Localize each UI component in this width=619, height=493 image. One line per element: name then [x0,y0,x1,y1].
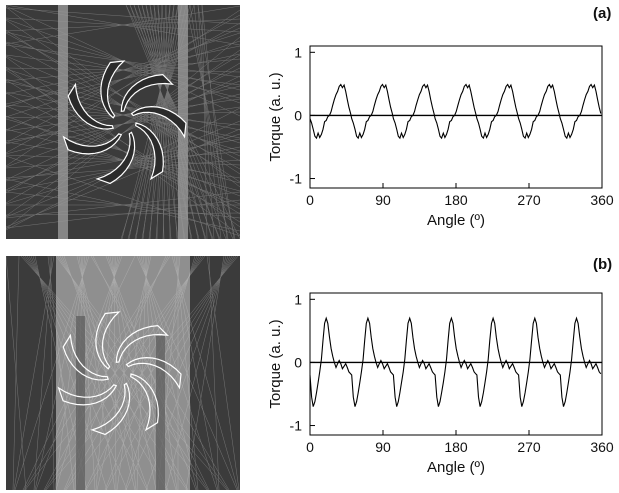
x-tick-label: 180 [444,192,468,208]
rotor-blade [95,311,121,370]
rotor-blade [62,333,110,381]
torque-series-line [309,83,602,140]
rotor-blade [100,60,126,119]
torque-series-line [309,316,602,407]
x-tick-label: 90 [375,439,391,455]
ray-simulation-image-a [6,5,240,239]
rotor-blade [130,373,159,432]
y-tick-label: 1 [294,291,302,307]
x-axis-label: Angle (º) [427,459,485,476]
x-tick-label: 0 [306,439,314,455]
x-tick-label: 90 [375,192,391,208]
rotor-blade [115,324,170,363]
x-tick-label: 270 [517,192,541,208]
plot-frame [309,45,603,189]
x-tick-label: 180 [444,439,468,455]
y-tick-label: -1 [290,418,303,434]
rotor-blade [120,73,175,112]
y-tick-label: 0 [294,107,302,123]
y-axis-label: Torque (a. u.) [267,72,284,161]
x-tick-label: 360 [590,192,614,208]
rotor-blade [125,356,182,390]
panel-label-b: (b) [593,256,613,273]
rotor-blade [90,382,131,436]
panel-label-a: (a) [593,5,612,22]
x-tick-label: 360 [590,439,614,455]
y-axis-label: Torque (a. u.) [267,319,284,408]
rotor-blade [57,384,118,406]
x-tick-label: 0 [306,192,314,208]
ray-simulation-image-b [6,256,240,490]
rotor-blade [62,133,123,155]
y-tick-label: 0 [294,354,302,370]
x-axis-label: Angle (º) [427,212,485,229]
rotor-blade [135,122,164,181]
rotor-blade [130,105,187,139]
x-tick-label: 270 [517,439,541,455]
plot-frame [309,292,603,436]
rotor-blade [95,131,136,185]
y-tick-label: -1 [290,171,303,187]
rotor-blade [67,82,115,130]
y-tick-label: 1 [294,44,302,60]
